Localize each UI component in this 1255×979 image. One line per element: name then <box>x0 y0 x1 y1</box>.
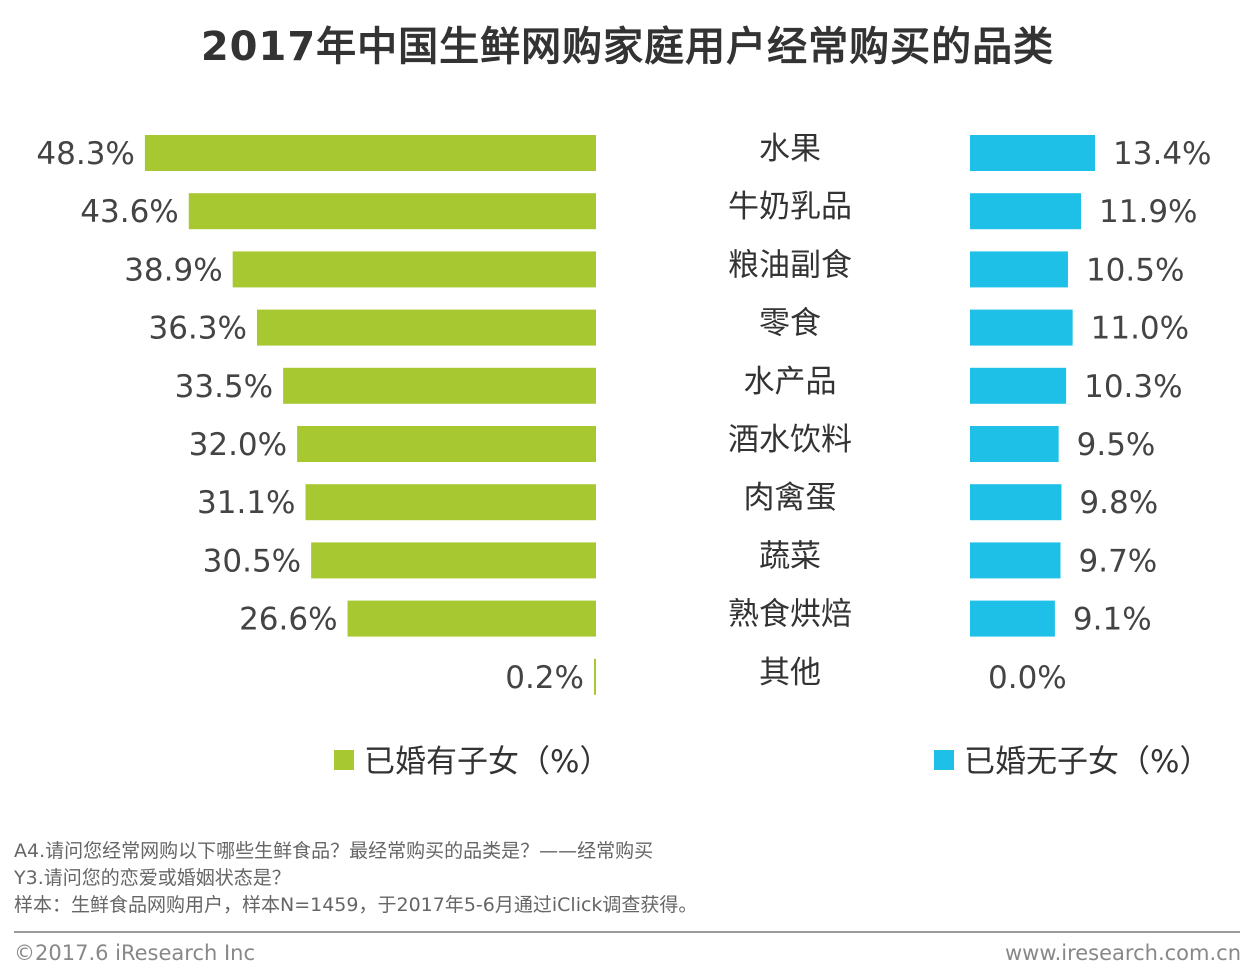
category-label: 熟食烘焙 <box>728 597 852 633</box>
note-question-y3: Y3.请问您的恋爱或婚姻状态是？ <box>14 867 291 889</box>
data-label-married-without-children: 9.7% <box>1079 543 1158 579</box>
bar-married-without-children <box>970 426 1059 462</box>
bar-married-without-children <box>970 135 1096 171</box>
legend-label-married-with-children: 已婚有子女（%） <box>364 744 610 780</box>
data-label-married-with-children: 36.3% <box>148 311 246 347</box>
data-label-married-without-children: 0.0% <box>988 660 1067 696</box>
source-notes: A4.请问您经常网购以下哪些生鲜食品？最经常购买的品类是？——经常购买 Y3.请… <box>14 838 697 919</box>
category-label: 其他 <box>759 655 821 691</box>
bar-married-without-children <box>970 542 1061 579</box>
category-label: 水产品 <box>744 364 837 400</box>
category-label: 蔬菜 <box>759 538 821 574</box>
bar-married-with-children <box>232 251 596 288</box>
data-label-married-without-children: 10.3% <box>1084 369 1182 405</box>
data-label-married-with-children: 43.6% <box>80 194 178 230</box>
category-label: 牛奶乳品 <box>728 189 852 225</box>
data-label-married-with-children: 31.1% <box>197 485 295 521</box>
data-label-married-with-children: 26.6% <box>239 602 337 638</box>
data-label-married-without-children: 10.5% <box>1086 252 1184 288</box>
data-label-married-without-children: 11.0% <box>1091 311 1189 347</box>
category-label: 水果 <box>759 131 821 167</box>
category-label: 粮油副食 <box>728 247 852 283</box>
data-label-married-without-children: 11.9% <box>1099 194 1197 230</box>
data-label-married-with-children: 33.5% <box>175 369 273 405</box>
bar-married-with-children <box>594 658 596 695</box>
bar-married-with-children <box>305 484 596 521</box>
bar-married-with-children <box>256 309 596 346</box>
bar-married-with-children <box>283 367 596 404</box>
data-label-married-with-children: 32.0% <box>189 427 287 463</box>
category-label: 肉禽蛋 <box>744 480 837 516</box>
bar-married-without-children <box>970 309 1073 346</box>
note-question-a4: A4.请问您经常网购以下哪些生鲜食品？最经常购买的品类是？——经常购买 <box>14 840 654 862</box>
bar-married-with-children <box>188 193 596 230</box>
note-sample: 样本：生鲜食品网购用户，样本N=1459，于2017年5-6月通过iClick调… <box>14 894 698 916</box>
category-label: 酒水饮料 <box>728 422 852 458</box>
data-label-married-without-children: 9.1% <box>1073 602 1152 638</box>
legend-swatch-married-with-children <box>334 750 354 770</box>
data-label-married-with-children: 30.5% <box>203 543 301 579</box>
bar-married-with-children <box>311 542 596 579</box>
bar-married-without-children <box>970 193 1082 230</box>
category-label: 零食 <box>759 306 821 342</box>
bar-married-with-children <box>347 600 596 637</box>
data-label-married-with-children: 48.3% <box>36 136 134 172</box>
footer-divider <box>14 931 1240 933</box>
bar-married-without-children <box>970 484 1062 521</box>
bar-married-with-children <box>144 135 597 171</box>
data-label-married-with-children: 0.2% <box>505 660 584 696</box>
chart-title: 2017年中国生鲜网购家庭用户经常购买的品类 <box>200 24 1055 70</box>
data-label-married-with-children: 38.9% <box>124 252 222 288</box>
bar-married-with-children <box>297 426 596 462</box>
legend-swatch-married-without-children <box>934 750 954 770</box>
website-link[interactable]: www.iresearch.com.cn <box>1004 941 1241 965</box>
bar-married-without-children <box>970 600 1055 637</box>
butterfly-bar-chart: 48.3% 水果 13.4% 43.6% 牛奶乳品 11.9% 38.9% 粮油副食 10.5%… <box>36 131 1211 780</box>
legend-label-married-without-children: 已婚无子女（%） <box>964 744 1210 780</box>
copyright: ©2017.6 iResearch Inc <box>14 941 256 965</box>
data-label-married-without-children: 13.4% <box>1113 136 1211 172</box>
bar-married-without-children <box>970 251 1068 288</box>
data-label-married-without-children: 9.5% <box>1077 427 1156 463</box>
bar-married-without-children <box>970 367 1067 404</box>
data-label-married-without-children: 9.8% <box>1079 485 1158 521</box>
